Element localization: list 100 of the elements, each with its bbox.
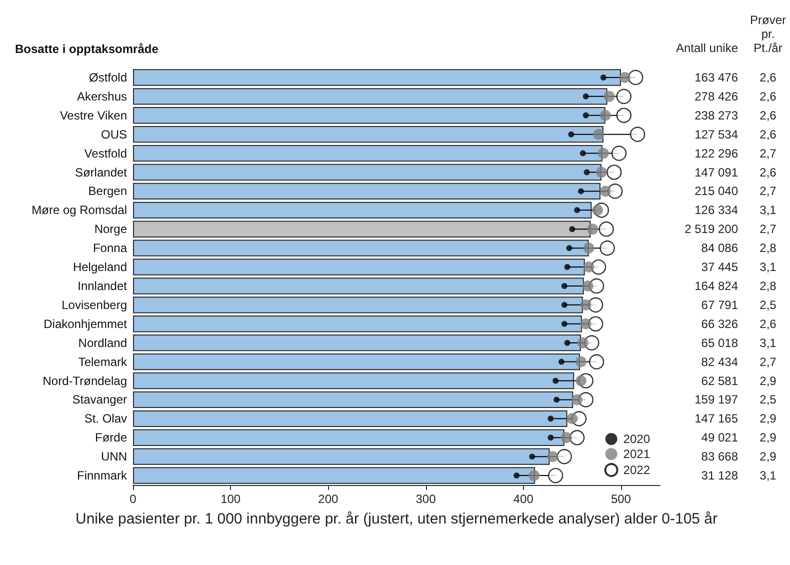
point — [583, 262, 594, 273]
point — [598, 222, 614, 237]
point — [514, 472, 520, 479]
text: 2 519 200 — [684, 222, 738, 236]
text: 2,7 — [760, 222, 777, 236]
chart-title: Bosatte i opptaksområde — [15, 42, 159, 56]
point — [588, 316, 604, 332]
point — [616, 108, 632, 123]
text: 3,1 — [760, 203, 777, 218]
point — [552, 378, 559, 384]
text: 2,7 — [760, 146, 777, 160]
text: 84 086 — [701, 241, 738, 256]
point — [572, 394, 583, 406]
point — [569, 430, 585, 446]
x-tick-label: 500 — [610, 492, 632, 506]
bar — [133, 448, 550, 465]
point — [580, 299, 592, 310]
y-tick-label: Telemark — [78, 354, 128, 369]
y-tick-label: Nordland — [78, 336, 127, 350]
y-tick-label: Vestre Viken — [60, 108, 127, 122]
point — [593, 128, 604, 140]
x-axis-title: Unike pasienter pr. 1 000 innbyggere pr. år (justert, uten stjernemerkede analyser) alder 0-105 år — [75, 510, 718, 528]
point — [575, 356, 586, 368]
text: 2,6 — [760, 316, 777, 331]
y-tick-label: Møre og Romsdal — [32, 203, 127, 218]
text: 2,9 — [760, 430, 777, 445]
point — [556, 448, 572, 464]
y-tick-label: Fonna — [92, 241, 128, 256]
bar — [133, 240, 589, 256]
text: 65 018 — [701, 336, 738, 350]
x-tick-label: 200 — [318, 492, 339, 506]
point — [616, 88, 632, 104]
x-tick-label: 0 — [130, 492, 137, 506]
text: 2,9 — [760, 374, 777, 388]
bar — [133, 278, 584, 294]
text: 2,8 — [760, 278, 777, 293]
y-tick-label: Helgeland — [72, 260, 127, 274]
text: 126 334 — [694, 203, 738, 218]
point — [583, 242, 594, 254]
text: 83 668 — [701, 450, 738, 464]
bar — [133, 372, 574, 390]
point — [588, 354, 604, 370]
text: 3,1 — [760, 468, 777, 483]
point — [561, 320, 568, 327]
text: Antall unike — [676, 41, 738, 55]
point — [600, 240, 615, 256]
point — [577, 337, 588, 348]
text: 215 040 — [694, 184, 738, 198]
text: 2,7 — [760, 354, 777, 369]
bar — [133, 88, 608, 105]
point — [600, 74, 606, 80]
legend-label: 2022 — [623, 463, 650, 477]
point — [558, 358, 564, 365]
bar — [133, 316, 582, 332]
text: 2,6 — [760, 89, 777, 104]
point — [582, 280, 594, 292]
y-tick-label: Diakonhjemmet — [44, 316, 128, 331]
y-tick-label: Sørlandet — [74, 165, 128, 180]
bar — [133, 220, 591, 238]
bar — [133, 107, 606, 124]
bar — [133, 69, 621, 86]
y-tick-label: St. Olav — [84, 412, 127, 426]
point — [566, 413, 578, 424]
text: 2,5 — [760, 392, 777, 407]
text: 2,8 — [760, 241, 777, 256]
point — [561, 302, 568, 308]
point — [566, 245, 572, 252]
text: 278 426 — [694, 89, 738, 104]
text: 3,1 — [760, 336, 777, 350]
bar — [133, 126, 604, 143]
x-tick-label: 300 — [416, 492, 436, 506]
text: 2,6 — [760, 70, 777, 84]
text: 66 326 — [701, 316, 738, 331]
bar — [133, 391, 574, 408]
text: 2,9 — [760, 412, 777, 426]
text: 31 128 — [701, 468, 738, 483]
point — [600, 110, 611, 121]
y-tick-label: Bergen — [88, 184, 127, 198]
text: 67 791 — [701, 298, 738, 312]
text: 82 434 — [701, 354, 738, 369]
point — [580, 318, 592, 330]
point — [590, 259, 606, 275]
point — [604, 90, 615, 102]
text: 147 165 — [694, 412, 738, 426]
point — [528, 470, 540, 482]
point — [548, 468, 564, 484]
text: 37 445 — [701, 260, 738, 274]
point — [560, 432, 572, 444]
text: 147 091 — [694, 165, 738, 180]
y-tick-label: Finnmark — [76, 468, 128, 483]
text: 2,7 — [760, 184, 777, 198]
y-tick-label: Nord-Trøndelag — [42, 374, 127, 388]
text: 159 197 — [694, 392, 738, 407]
text: 238 273 — [694, 108, 738, 122]
point — [564, 340, 570, 346]
text: 2,5 — [760, 298, 777, 312]
text: 49 021 — [701, 430, 738, 445]
text: 122 296 — [694, 146, 738, 160]
bar — [133, 353, 580, 370]
y-tick-label: Vestfold — [84, 146, 127, 160]
